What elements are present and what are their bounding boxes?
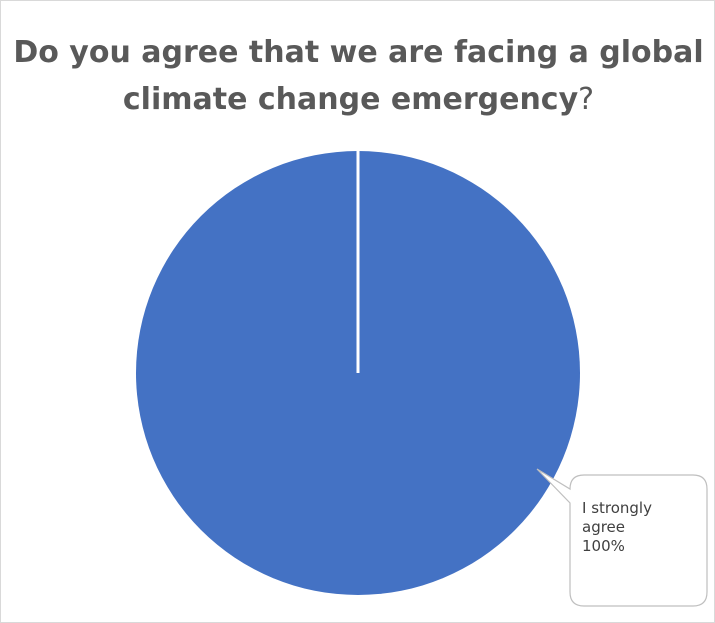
data-label-callout bbox=[536, 468, 708, 607]
chart-title-question-mark: ? bbox=[578, 82, 595, 117]
chart-title: Do you agree that we are facing a global… bbox=[1, 29, 715, 123]
chart-title-text: Do you agree that we are facing a global… bbox=[13, 35, 704, 117]
pie-slices bbox=[136, 150, 580, 595]
data-label-value: 100% bbox=[582, 537, 625, 555]
data-label-category: I strongly bbox=[582, 499, 652, 517]
data-label-category: agree bbox=[582, 518, 625, 536]
